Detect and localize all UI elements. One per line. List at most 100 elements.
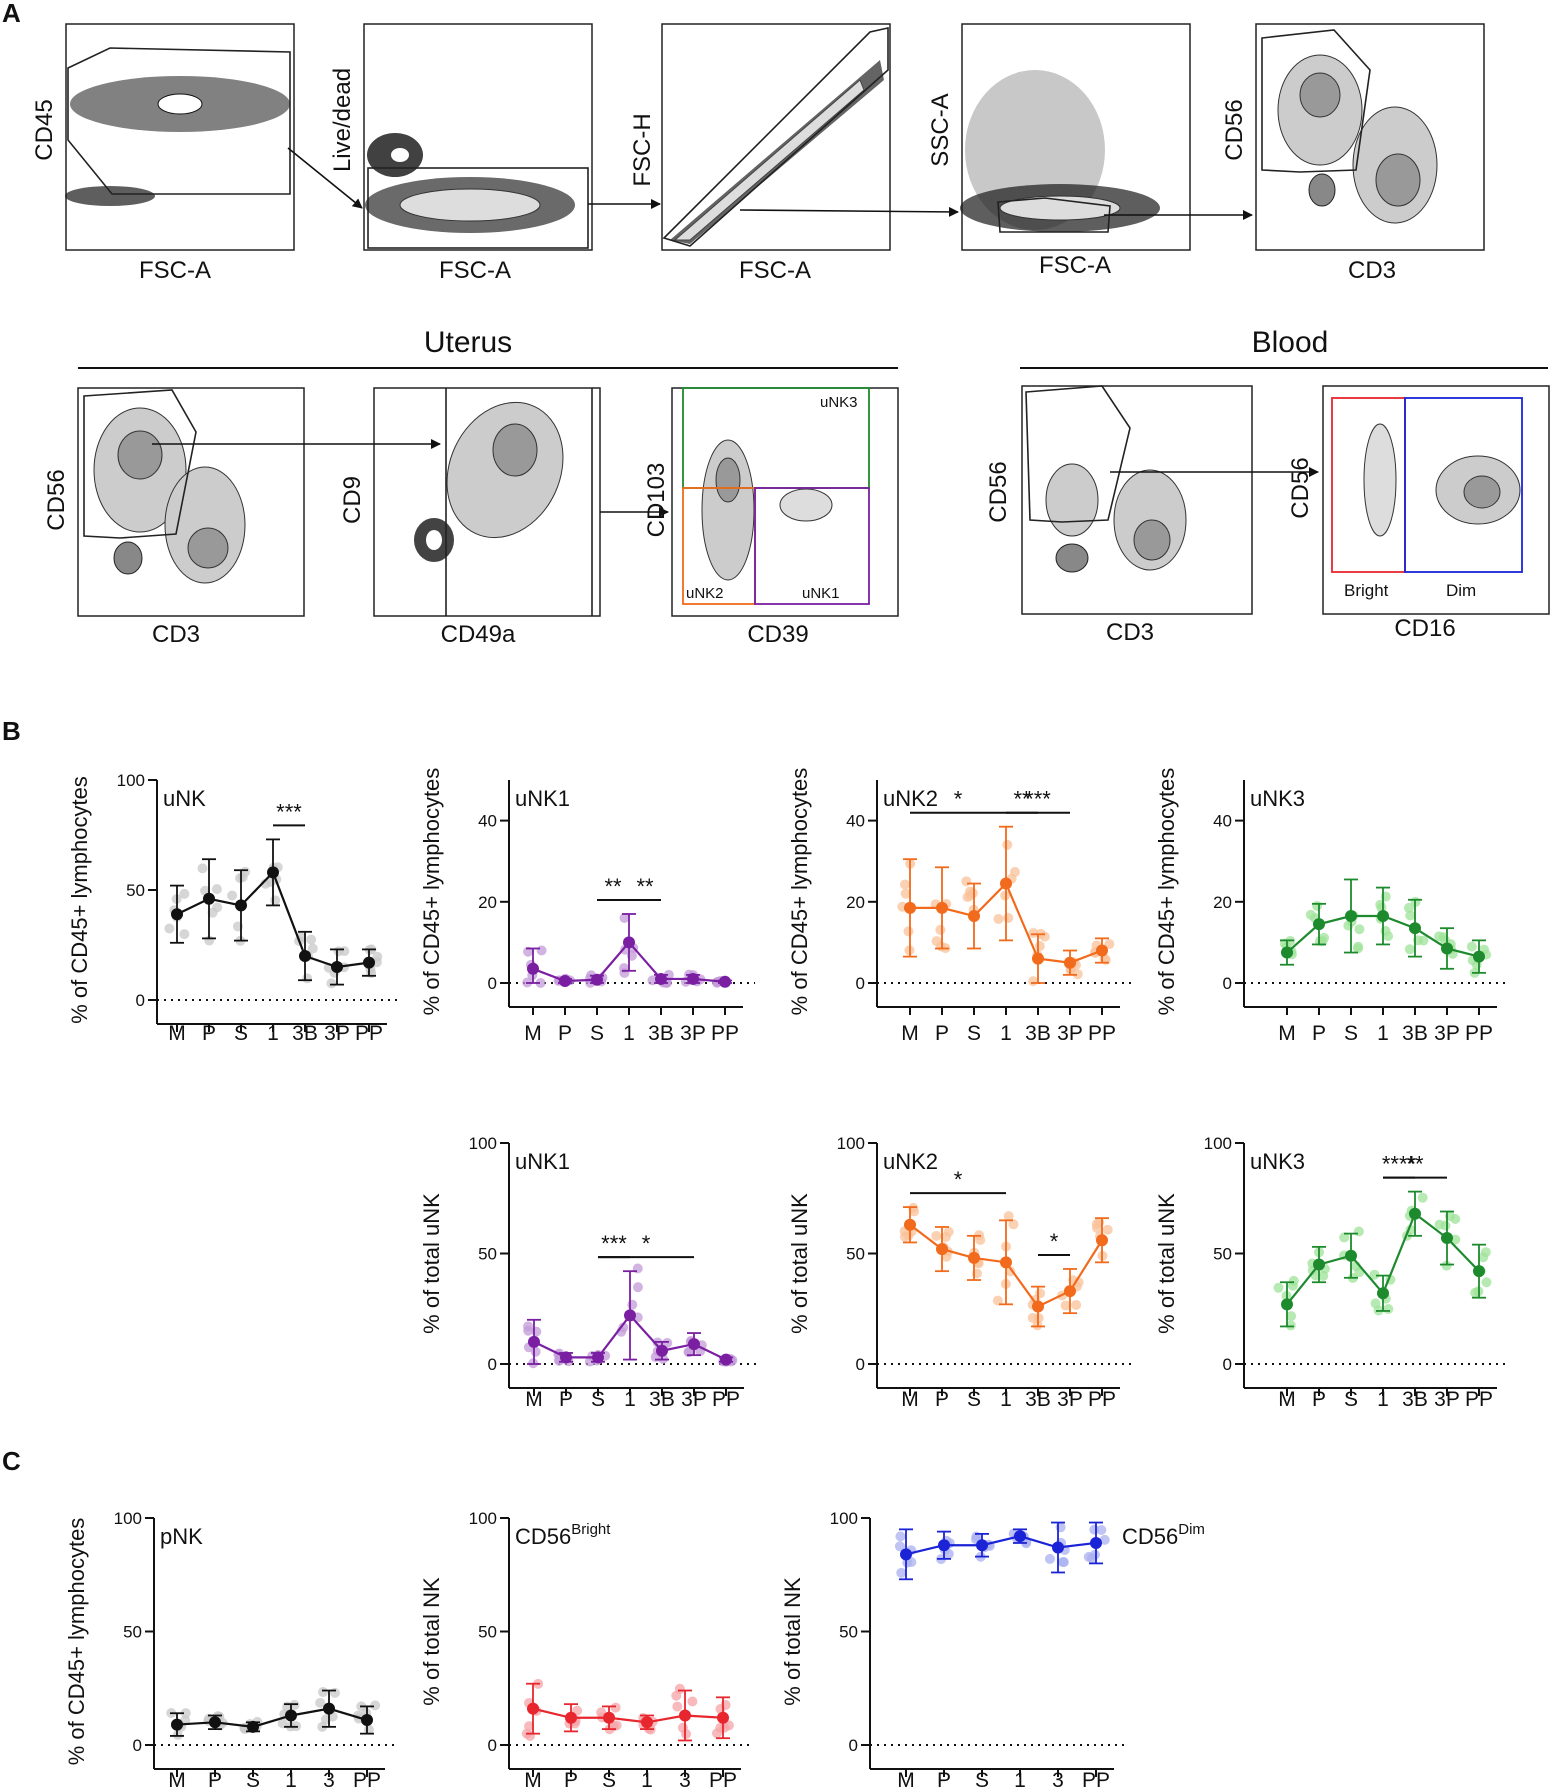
y-axis-label: % of total uNK — [419, 1193, 444, 1334]
x-tick-label: 3B — [649, 1388, 675, 1411]
x-tick-label: M — [897, 1769, 915, 1790]
data-point — [895, 1531, 906, 1542]
facs-x-label: CD3 — [152, 621, 200, 648]
mean-point — [904, 1218, 916, 1231]
data-point — [1285, 1320, 1296, 1331]
data-point — [1028, 976, 1039, 987]
facs-row1: CD45 FSC-A Live/dead FSC-A FSC-H FSC-A S… — [31, 23, 1485, 284]
mean-point — [1032, 1300, 1044, 1313]
facs-cell-population — [779, 488, 833, 522]
data-point — [1440, 1220, 1451, 1231]
mean-point — [679, 1709, 691, 1722]
data-point — [370, 1700, 381, 1711]
data-point — [719, 1722, 730, 1733]
y-tick-label: 50 — [123, 1623, 142, 1642]
mean-point — [688, 1338, 700, 1351]
facs-x-label: CD16 — [1394, 615, 1455, 642]
data-point — [619, 967, 630, 978]
data-point — [899, 879, 910, 890]
data-point — [1354, 924, 1365, 935]
x-tick-label: M — [524, 1769, 542, 1790]
data-point — [315, 1697, 326, 1708]
y-axis-label: % of total uNK — [787, 1193, 812, 1334]
facs-cell-population — [1363, 423, 1397, 537]
x-tick-label: PP — [1465, 1388, 1493, 1411]
gate-label-unk1: uNK1 — [802, 585, 840, 602]
data-point — [372, 951, 383, 962]
facs-cell-population — [715, 457, 741, 503]
significance-stars: * — [954, 1167, 963, 1192]
facs-cell-population — [1055, 543, 1089, 573]
mean-point — [363, 956, 375, 969]
data-point — [1044, 1553, 1055, 1564]
mean-point — [171, 908, 183, 921]
x-tick-label: 3P — [681, 1388, 707, 1411]
x-tick-label: M — [1278, 1022, 1296, 1045]
mean-point — [719, 975, 731, 988]
y-tick-label: 50 — [478, 1623, 497, 1642]
y-axis-label: % of total uNK — [1154, 1193, 1179, 1334]
mean-point — [527, 1702, 539, 1715]
facs-gate — [83, 389, 197, 539]
data-point — [1404, 944, 1415, 955]
series-line — [905, 1535, 1097, 1556]
facs-gate — [1261, 29, 1371, 173]
data-point — [611, 1720, 622, 1731]
mean-point — [655, 972, 667, 985]
y-axis-label: % of CD45+ lymphocytes — [64, 1518, 89, 1766]
mean-point — [1064, 1285, 1076, 1298]
chart-b2: 0 20 40 % of CD45+ lymphocytes uNK1 M P S 1 3B 3P P… — [419, 768, 755, 1045]
facs-cell-population — [1299, 72, 1341, 118]
facs-cell-population — [157, 93, 203, 115]
data-point — [180, 1708, 191, 1719]
facs-x-label: FSC-A — [739, 257, 811, 284]
data-point — [1102, 1224, 1113, 1235]
mean-point — [527, 962, 539, 975]
data-point — [618, 1322, 629, 1333]
facs-x-label: CD3 — [1348, 257, 1396, 284]
y-tick-label: 50 — [478, 1245, 497, 1264]
x-tick-label: 3P — [1057, 1022, 1083, 1045]
y-tick-label: 0 — [133, 1736, 142, 1755]
facs-plot-frame — [65, 23, 295, 251]
x-tick-label: S — [246, 1769, 260, 1790]
mean-point — [641, 1716, 653, 1729]
y-axis-label: % of CD45+ lymphocytes — [419, 768, 444, 1016]
mean-point — [528, 1335, 540, 1348]
significance-stars: *** — [1025, 787, 1051, 812]
facs-gate — [1025, 385, 1131, 523]
facs-cell-population — [999, 195, 1121, 221]
data-point — [906, 1557, 917, 1568]
x-tick-label: 3P — [324, 1022, 350, 1045]
mean-point — [1377, 910, 1389, 923]
y-tick-label: 100 — [114, 1509, 142, 1528]
data-point — [535, 978, 546, 988]
data-point — [1318, 1270, 1329, 1281]
mean-point — [1313, 1258, 1325, 1271]
data-point — [326, 978, 337, 989]
x-tick-label: M — [168, 1769, 186, 1790]
x-tick-label: PP — [711, 1022, 739, 1045]
gate-dim — [1404, 397, 1523, 573]
y-tick-label: 0 — [488, 974, 497, 993]
y-tick-label: 0 — [136, 991, 145, 1010]
facs-cell-population — [399, 188, 541, 222]
x-tick-label: S — [1344, 1022, 1358, 1045]
x-tick-label: 3B — [1025, 1388, 1051, 1411]
facs-x-label: CD39 — [747, 621, 808, 648]
facs-cell-population — [1133, 519, 1171, 561]
mean-point — [565, 1711, 577, 1724]
mean-point — [603, 1711, 615, 1724]
mean-point — [936, 901, 948, 914]
mean-point — [1345, 1249, 1357, 1262]
mean-point — [299, 950, 311, 962]
facs-x-label: CD49a — [441, 621, 516, 648]
mean-point — [1052, 1541, 1064, 1554]
x-tick-label: PP — [709, 1769, 737, 1790]
panel-letter-a: A — [2, 0, 21, 28]
data-point — [536, 945, 547, 956]
data-point — [1005, 1266, 1016, 1277]
x-tick-label: S — [967, 1022, 981, 1045]
